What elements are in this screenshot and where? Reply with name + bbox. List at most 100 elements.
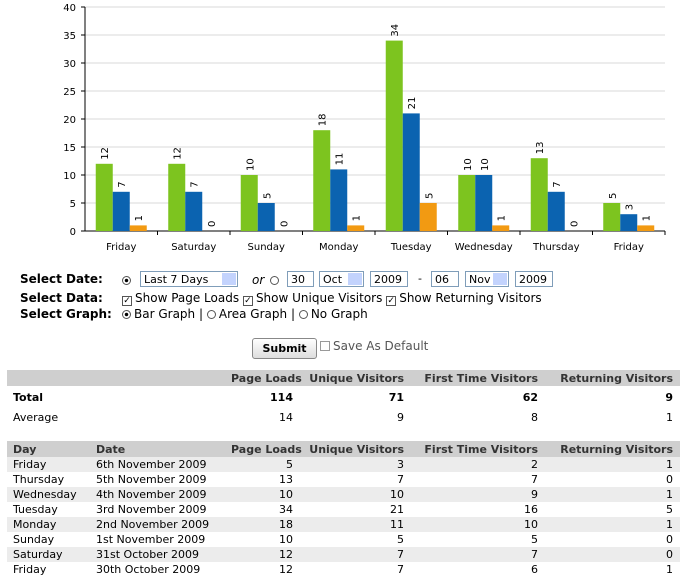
cell: 71 <box>388 390 404 404</box>
cell: 114 <box>270 390 293 404</box>
cell: 3 <box>300 457 411 472</box>
summary-table: Page Loads Unique Visitors First Time Visi… <box>7 370 680 426</box>
y-tick-label: 35 <box>63 31 76 42</box>
cell: 7 <box>397 563 404 576</box>
cell: 34 <box>279 503 293 516</box>
header-cell: Page Loads <box>225 370 302 386</box>
data-label: 0 <box>569 221 580 227</box>
from-year[interactable]: 2009 <box>370 271 408 287</box>
cell: 1st November 2009 <box>96 533 206 546</box>
cell: 5 <box>666 503 673 516</box>
option[interactable]: No Graph <box>310 307 368 321</box>
radio[interactable] <box>298 310 308 319</box>
data-label: 12 <box>100 147 111 160</box>
cell: 6th November 2009 <box>90 457 225 472</box>
cell: 12 <box>225 547 300 562</box>
header-cell <box>7 370 225 386</box>
bar <box>129 225 147 231</box>
bar <box>402 113 420 231</box>
y-tick-label: 30 <box>63 59 76 70</box>
cell: 9 <box>411 487 545 502</box>
save-default[interactable]: Save As Default <box>320 339 428 353</box>
cell: 1 <box>545 517 680 532</box>
option[interactable]: Area Graph <box>218 307 288 321</box>
header-row: Day Date Page Loads Unique Visitors First Ti… <box>7 441 680 457</box>
bar <box>620 214 638 231</box>
x-tick-label: Friday <box>106 242 136 253</box>
chart: 0510152025303540Friday1271Saturday1270Su… <box>63 3 666 253</box>
to-month[interactable]: Nov <box>465 271 509 287</box>
option[interactable]: Save As Default <box>333 339 429 353</box>
cell: Friday <box>7 457 90 472</box>
data-label: 0 <box>279 221 290 227</box>
cell: 30th October 2009 <box>96 563 201 576</box>
data-options: ✓ Show Page Loads ✓ Show Unique Visitors ✓… <box>122 291 542 306</box>
to-day[interactable]: 06 <box>431 271 459 287</box>
to-year[interactable]: 2009 <box>515 271 553 287</box>
radio[interactable] <box>270 274 282 287</box>
cell: 7 <box>531 473 538 486</box>
graph-options: Bar Graph | Area Graph | No Graph <box>122 307 368 321</box>
x-tick-label: Tuesday <box>390 242 432 253</box>
data-label: 7 <box>117 181 128 187</box>
cell: 8 <box>531 410 538 424</box>
x-tick-label: Friday <box>614 242 644 253</box>
cell: 1 <box>666 563 673 576</box>
cell: 7 <box>397 473 404 486</box>
row: Average 14 9 8 1 <box>7 408 680 426</box>
bar <box>168 163 186 231</box>
graph-label: Select Graph: <box>20 307 112 321</box>
option[interactable]: Show Page Loads <box>135 291 240 305</box>
cell: 4th November 2009 <box>90 487 225 502</box>
range-select[interactable]: Last 7 Days <box>140 271 238 287</box>
radio[interactable] <box>206 310 216 319</box>
cell: 10 <box>279 533 293 546</box>
cell: 10 <box>300 487 411 502</box>
radio[interactable] <box>122 310 131 319</box>
cell: 1 <box>666 410 673 424</box>
data-label: 10 <box>245 158 256 171</box>
header-cell: Unique Visitors <box>300 441 411 457</box>
cell: 9 <box>665 390 673 404</box>
cell: 7 <box>300 547 411 562</box>
y-tick-label: 15 <box>63 143 76 154</box>
checkbox[interactable]: ✓ <box>386 296 397 306</box>
data-label: 7 <box>552 181 563 187</box>
data-label: 1 <box>352 215 363 221</box>
cell: Wednesday <box>7 487 90 502</box>
cell: 2 <box>411 457 545 472</box>
daily-table: Day Date Page Loads Unique Visitors First Ti… <box>7 441 680 577</box>
cell: 7 <box>411 547 545 562</box>
cell: 14 <box>279 410 293 424</box>
from-day[interactable]: 30 <box>287 271 314 287</box>
radio[interactable] <box>122 274 134 287</box>
option[interactable]: Bar Graph <box>134 307 196 321</box>
or-text: or <box>252 273 265 287</box>
submit-button[interactable]: Submit <box>252 338 317 359</box>
cell: Thursday <box>13 473 65 486</box>
cell: 0 <box>545 547 680 562</box>
data-label: 10 <box>480 158 491 171</box>
bar <box>385 40 403 231</box>
y-tick-label: 10 <box>63 171 76 182</box>
bar <box>313 130 331 231</box>
bar <box>492 225 510 231</box>
from-month[interactable]: Oct <box>319 271 364 287</box>
checkbox[interactable]: ✓ <box>242 296 253 306</box>
header-cell: First Time Visitors <box>411 441 545 457</box>
option[interactable]: Show Returning Visitors <box>399 291 542 305</box>
row: Tuesday 3rd November 2009 34 21 16 5 <box>7 502 680 517</box>
bar <box>112 191 130 231</box>
bar <box>475 175 493 231</box>
option[interactable]: Show Unique Visitors <box>255 291 383 305</box>
data-label: 0 <box>207 221 218 227</box>
date-label: Select Date: <box>20 272 103 286</box>
data-label: 5 <box>424 193 435 199</box>
header-cell: Returning Visitors <box>545 441 680 457</box>
cell: 10 <box>411 517 545 532</box>
checkbox[interactable]: ✓ <box>122 296 132 306</box>
cell: Tuesday <box>13 503 58 516</box>
data-label: 18 <box>318 113 329 126</box>
bar <box>240 175 258 231</box>
cell: 16 <box>524 503 538 516</box>
